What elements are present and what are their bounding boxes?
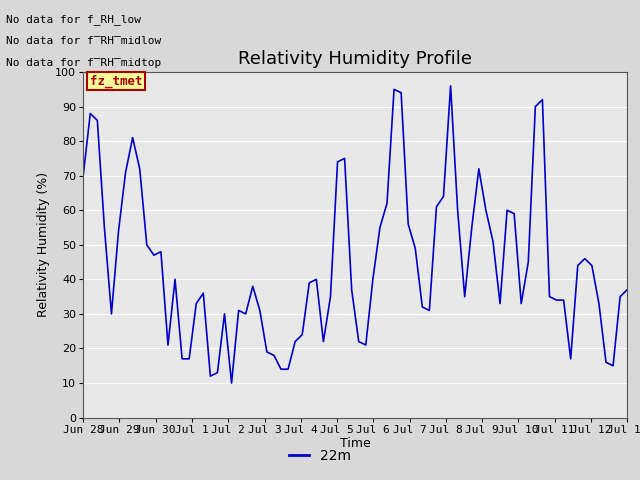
Text: No data for f_RH_low: No data for f_RH_low xyxy=(6,14,141,25)
X-axis label: Time: Time xyxy=(340,437,371,450)
Title: Relativity Humidity Profile: Relativity Humidity Profile xyxy=(238,49,472,68)
Y-axis label: Relativity Humidity (%): Relativity Humidity (%) xyxy=(36,172,50,317)
Text: No data for f̅RH̅midtop: No data for f̅RH̅midtop xyxy=(6,58,162,68)
Text: No data for f̅RH̅midlow: No data for f̅RH̅midlow xyxy=(6,36,162,46)
Legend: 22m: 22m xyxy=(283,443,357,468)
Text: fz_tmet: fz_tmet xyxy=(90,74,142,88)
